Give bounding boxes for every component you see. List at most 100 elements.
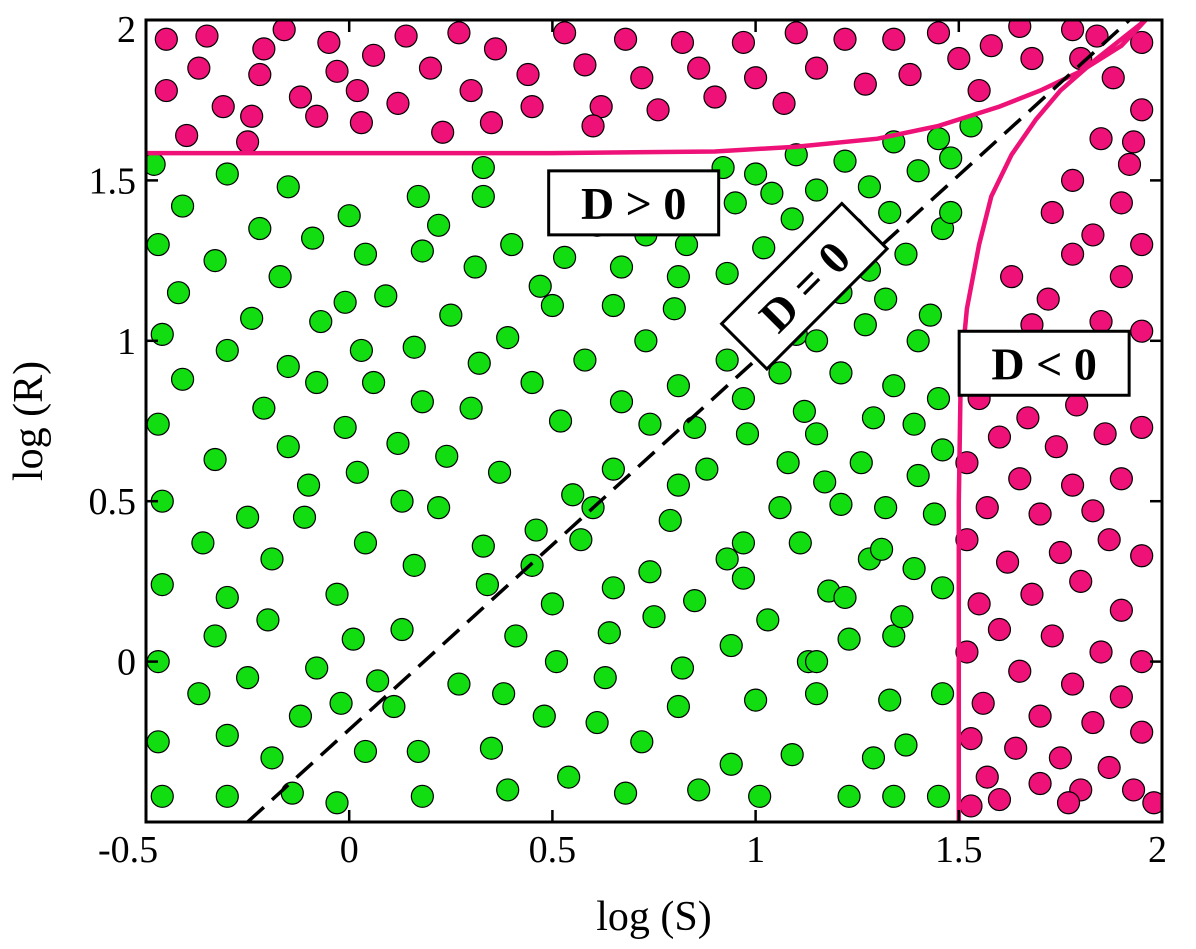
y-tick-label: 0.5 xyxy=(89,481,137,523)
annotation-0: D > 0 xyxy=(547,169,721,237)
pink-point-79 xyxy=(1130,415,1154,440)
green-point-191 xyxy=(906,159,930,183)
green-point-107 xyxy=(609,390,634,414)
green-point-208 xyxy=(939,146,963,170)
green-point-177 xyxy=(853,313,877,337)
y-axis-label: log (R) xyxy=(6,361,52,481)
green-point-74 xyxy=(471,184,495,209)
green-point-127 xyxy=(695,457,719,481)
green-point-185 xyxy=(882,374,906,398)
green-point-35 xyxy=(301,226,325,250)
y-tick-label: 2 xyxy=(117,9,136,51)
green-point-27 xyxy=(276,175,300,199)
annotation-label: D < 0 xyxy=(991,338,1096,389)
green-point-186 xyxy=(874,496,898,520)
pink-point-82 xyxy=(987,425,1012,449)
x-tick-label: 2 xyxy=(1148,829,1167,871)
x-tick-label: -0.5 xyxy=(98,829,158,871)
green-point-59 xyxy=(382,694,406,719)
green-point-183 xyxy=(878,200,902,225)
green-point-73 xyxy=(471,155,495,180)
dashed-d-zero-line xyxy=(246,20,1131,822)
pink-point-93 xyxy=(1097,528,1121,552)
pink-point-49 xyxy=(1060,20,1085,42)
pink-point-63 xyxy=(1130,232,1154,257)
green-point-118 xyxy=(666,265,690,289)
pink-point-97 xyxy=(967,592,991,616)
pink-point-72 xyxy=(1130,319,1154,343)
green-point-10 xyxy=(166,281,191,305)
green-point-1 xyxy=(146,232,170,257)
green-point-181 xyxy=(861,746,886,770)
y-tick-label: 1.5 xyxy=(89,160,137,202)
pink-point-21 xyxy=(459,78,483,103)
green-point-126 xyxy=(683,415,707,440)
green-point-87 xyxy=(528,274,552,298)
pink-point-123 xyxy=(1121,130,1146,154)
green-point-21 xyxy=(215,784,239,808)
pink-point-17 xyxy=(386,91,410,116)
green-point-128 xyxy=(683,589,707,613)
green-point-170 xyxy=(829,361,853,385)
green-point-89 xyxy=(524,518,548,542)
green-point-63 xyxy=(410,390,434,414)
green-point-92 xyxy=(552,245,577,269)
green-point-40 xyxy=(305,656,329,680)
annotation-1: D = 0 xyxy=(719,201,890,372)
pink-point-16 xyxy=(394,24,418,48)
pink-point-53 xyxy=(479,111,504,135)
pink-point-78 xyxy=(1065,393,1089,417)
green-point-86 xyxy=(496,778,520,802)
pink-point-94 xyxy=(1130,544,1154,568)
green-point-137 xyxy=(719,752,743,776)
pink-point-115 xyxy=(975,765,999,789)
green-point-166 xyxy=(804,682,829,706)
green-point-43 xyxy=(333,290,357,314)
green-point-45 xyxy=(325,582,349,606)
pink-point-24 xyxy=(520,95,544,119)
pink-point-19 xyxy=(431,120,455,144)
x-axis-label: log (S) xyxy=(596,894,712,940)
pink-point-1 xyxy=(154,78,178,103)
green-point-156 xyxy=(788,531,812,555)
green-point-209 xyxy=(939,200,963,225)
green-point-67 xyxy=(410,784,434,808)
pink-point-7 xyxy=(240,104,264,128)
green-point-57 xyxy=(390,489,414,513)
green-point-205 xyxy=(930,576,955,600)
pink-point-58 xyxy=(1130,98,1154,122)
green-point-165 xyxy=(804,649,829,674)
pink-point-105 xyxy=(1060,672,1085,696)
green-point-143 xyxy=(731,566,756,590)
green-point-195 xyxy=(906,463,930,488)
green-point-100 xyxy=(573,348,597,372)
annotations-group: D > 0 D = 0 D < 0 xyxy=(547,169,1131,397)
green-point-119 xyxy=(662,297,686,321)
green-point-159 xyxy=(804,178,829,202)
pink-point-111 xyxy=(959,726,983,751)
green-point-3 xyxy=(146,412,170,436)
green-point-117 xyxy=(630,730,654,754)
pink-point-99 xyxy=(987,617,1012,642)
pink-point-109 xyxy=(1081,710,1105,735)
pink-point-43 xyxy=(926,21,951,45)
green-point-72 xyxy=(447,672,471,696)
pink-point-22 xyxy=(483,37,508,61)
green-point-31 xyxy=(260,547,284,571)
green-point-15 xyxy=(203,249,227,273)
green-point-93 xyxy=(540,293,565,318)
pink-point-118 xyxy=(1121,778,1146,802)
green-point-47 xyxy=(325,791,349,815)
green-point-133 xyxy=(715,348,739,372)
green-point-30 xyxy=(276,435,300,459)
pink-point-95 xyxy=(1069,569,1093,594)
pink-point-32 xyxy=(687,56,711,80)
pink-point-100 xyxy=(1040,624,1064,648)
green-point-55 xyxy=(374,284,398,308)
green-point-111 xyxy=(613,781,638,805)
pink-point-8 xyxy=(272,20,296,42)
green-point-149 xyxy=(768,496,792,520)
green-point-102 xyxy=(569,528,593,552)
green-point-14 xyxy=(215,162,239,186)
